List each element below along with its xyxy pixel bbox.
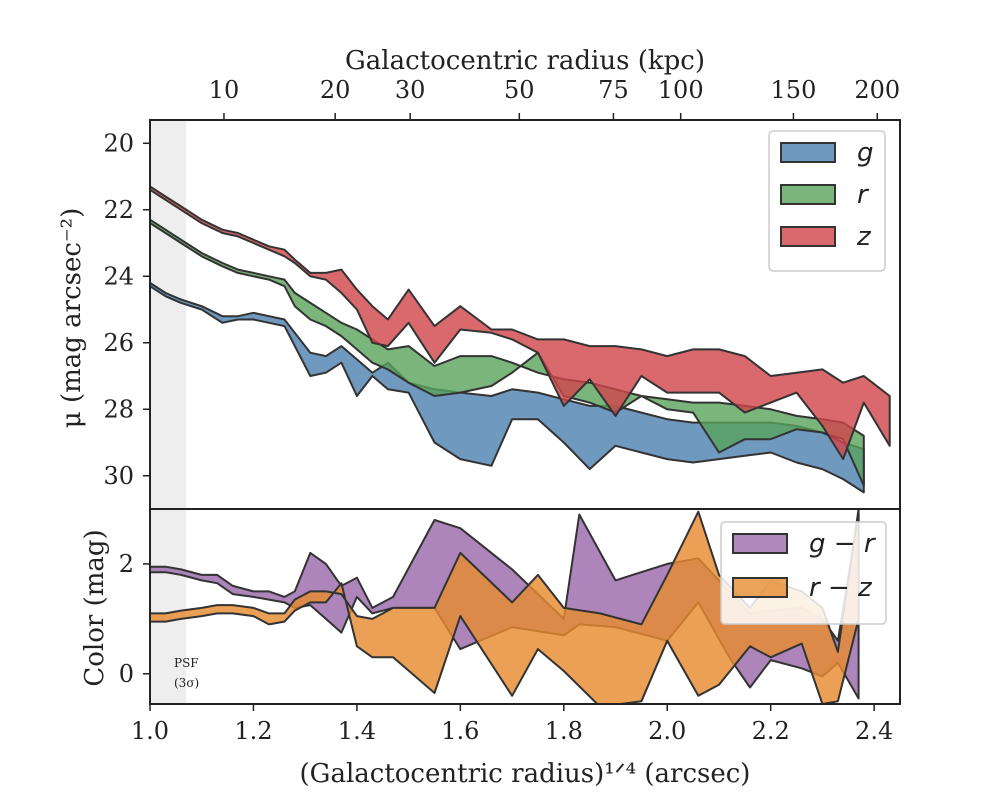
kpc-tick-label: 10 [209,76,240,104]
x-tick-label: 1.0 [131,717,169,745]
y-tick-label: 20 [103,129,134,157]
band-z [150,185,891,461]
top-x-ticks-kpc: 10 20 30 50 75 100 150 200 [209,76,900,120]
y-tick-label: 30 [103,462,134,490]
x-tick-label: 1.2 [234,717,272,745]
legend-swatch [780,226,836,247]
y-tick-label: 24 [103,262,134,290]
psf-label-line1: PSF [174,656,199,670]
legend-label: g − r [809,529,877,559]
band-r [150,218,865,487]
x-tick-label: 2.0 [648,717,686,745]
bottom-y-axis-title: Color (mag) [80,529,110,686]
bottom-x-ticks: 1.0 1.2 1.4 1.6 1.8 2.0 2.2 2.4 [131,704,893,745]
legend-colors: g − r r − z [720,521,887,625]
bottom-x-axis-title: (Galactocentric radius)¹ᐟ⁴ (arcsec) [300,759,751,789]
psf-label-line2: (3σ) [174,676,199,690]
y-tick-label: 22 [103,196,134,224]
x-tick-label: 1.8 [545,717,583,745]
psf-shaded-region-color [150,509,187,704]
legend-bands: grz [768,130,886,272]
color-panel: 02 1.0 1.2 1.4 1.6 1.8 2.0 2.2 2.4 PSF (3σ) [119,508,901,745]
kpc-tick-label: 30 [395,76,426,104]
y-tick-label: 28 [103,395,134,423]
kpc-tick-label: 150 [771,76,817,104]
legend-label: r − z [809,573,873,603]
surface-brightness-panel: 20 22 24 26 28 30 10 20 30 50 75 100 150 200 [103,76,901,510]
bottom-y-ticks: 02 [119,550,150,688]
kpc-tick-label: 20 [320,76,351,104]
legend-swatch [780,184,836,205]
y-tick-label: 26 [103,329,134,357]
bottom-panel-frame [149,508,901,705]
kpc-tick-label: 50 [504,76,535,104]
legend-swatch [780,142,836,163]
kpc-tick-label: 75 [598,76,629,104]
x-tick-label: 1.6 [441,717,479,745]
x-tick-label: 1.4 [338,717,376,745]
legend-swatch [732,533,788,554]
color-y-tick-label: 0 [119,660,134,688]
legend-label: r [857,180,870,210]
legend-swatch [732,577,788,598]
band-g [150,281,865,494]
psf-shaded-region [150,120,187,509]
surface-brightness-bands [150,185,891,494]
x-tick-label: 2.2 [752,717,790,745]
top-x-axis-title: Galactocentric radius (kpc) [345,46,705,76]
kpc-tick-label: 200 [854,76,900,104]
kpc-tick-label: 100 [658,76,704,104]
legend-label: g [857,138,874,168]
x-tick-label: 2.4 [855,717,893,745]
legend-label: z [856,222,872,252]
top-y-axis-title: μ (mag arcsec⁻²) [57,208,87,428]
top-y-ticks: 20 22 24 26 28 30 [103,129,150,490]
color-y-tick-label: 2 [119,550,134,578]
